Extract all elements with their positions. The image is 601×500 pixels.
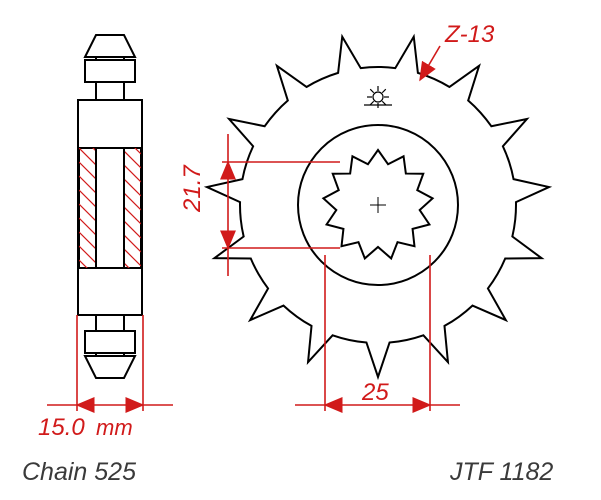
side-view xyxy=(77,35,143,411)
dim-inner-value: 21.7 xyxy=(179,164,206,213)
part-number: JTF 1182 xyxy=(449,458,553,486)
brand-mark xyxy=(364,86,392,108)
chain-spec: Chain 525 xyxy=(22,458,136,486)
dim-spline-value: 25 xyxy=(361,379,389,406)
front-view xyxy=(207,37,549,411)
teeth-count-label: Z-13 xyxy=(420,21,495,80)
dim-width-value: 15.0 xyxy=(38,414,85,441)
dimension-width: 15.0 mm xyxy=(38,405,173,441)
dim-width-unit: mm xyxy=(96,415,133,440)
sprocket-diagram: 15.0 mm 21.7 25 Z-13 Chain 525 JTF 1182 xyxy=(0,0,601,500)
dimension-spline: 25 xyxy=(295,379,460,406)
teeth-count-value: Z-13 xyxy=(444,21,495,48)
